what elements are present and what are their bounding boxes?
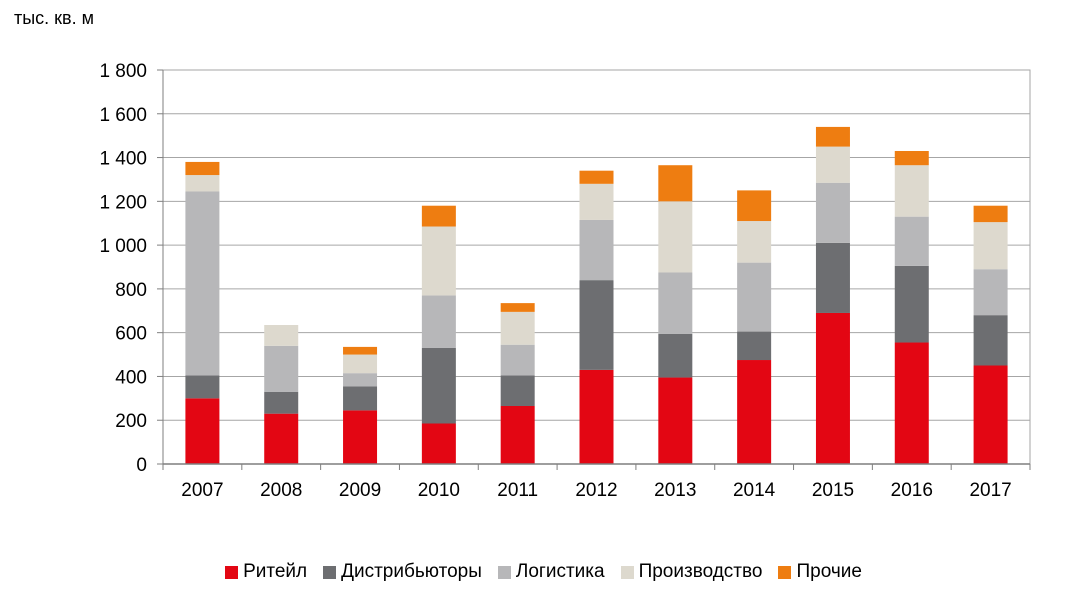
bar-segment-2010-1 [421,347,456,424]
bar-segment-2010-3 [421,226,456,296]
bar-segment-2016-1 [894,265,929,343]
legend-label: Прочие [796,561,862,582]
x-tick-label-2007: 2007 [181,480,223,501]
bar-segment-2013-3 [658,201,693,273]
bar-segment-2013-0 [658,377,693,464]
y-tick-label: 1 800 [99,61,147,82]
bar-segment-2007-1 [185,375,220,399]
x-tick-labels: 2007 2008 2009 2010 2011 2012 2013 2014 2015 2016… [181,480,1011,501]
bar-segment-2017-2 [973,269,1008,316]
x-tick-label-2009: 2009 [339,480,381,501]
bar-segment-2016-2 [894,216,929,266]
legend-label: Логистика [515,561,605,582]
bar-segment-2010-2 [421,295,456,348]
bar-segment-2014-2 [737,262,772,332]
bar-segment-2014-3 [737,221,772,263]
bar-segment-2014-4 [737,190,772,222]
bar-segment-2010-0 [421,423,456,464]
y-tick-label: 0 [136,455,147,476]
bar-segment-2009-2 [343,373,378,387]
bar-segment-2015-1 [815,242,850,313]
legend: Ритейл Дистрибьюторы Логистика Производство… [0,559,1087,585]
legend-swatch [620,565,634,579]
legend-item-4: Прочие [778,561,862,583]
legend-swatch [497,565,511,579]
y-tick-label: 1 600 [99,105,147,126]
x-tick-label-2015: 2015 [812,480,854,501]
y-tick-label: 1 200 [99,192,147,213]
bar-segment-2007-0 [185,398,220,464]
bar-segment-2007-2 [185,191,220,376]
bar-segment-2012-2 [579,219,614,281]
y-tick-label: 400 [115,367,147,388]
bar-segment-2016-0 [894,342,929,464]
bar-segment-2012-1 [579,280,614,370]
x-tick-label-2013: 2013 [654,480,696,501]
bar-segment-2016-3 [894,165,929,217]
bar-segment-2015-2 [815,182,850,243]
bar-segment-2012-4 [579,170,614,184]
legend-swatch [778,565,792,579]
legend-item-2: Логистика [497,561,605,583]
y-tick-label: 800 [115,280,147,301]
x-tick-label-2011: 2011 [497,480,538,501]
bar-segment-2008-0 [264,413,299,464]
bar-segment-2011-2 [500,344,535,376]
axes [157,69,1031,470]
bar-segment-2016-4 [894,150,929,166]
bar-segment-2015-4 [815,126,850,147]
bar-segment-2011-4 [500,303,535,312]
bar-segment-2011-3 [500,311,535,345]
bar-segment-2017-4 [973,205,1008,223]
bar-segment-2008-1 [264,391,299,414]
bar-segment-2013-2 [658,272,693,334]
bar-segment-2017-0 [973,365,1008,464]
bar-segment-2013-1 [658,333,693,378]
x-tick-label-2012: 2012 [575,480,617,501]
bar-segment-2015-3 [815,146,850,183]
bar-segment-2012-3 [579,183,614,220]
x-tick-label-2010: 2010 [418,480,460,501]
legend-item-1: Дистрибьюторы [323,561,482,583]
legend-label: Производство [638,561,763,582]
legend-label: Ритейл [243,561,308,582]
bars [185,126,1008,464]
y-tick-label: 1 400 [99,149,147,170]
bar-segment-2014-0 [737,360,772,464]
bar-segment-2007-4 [185,161,220,176]
y-unit-label: тыс. кв. м [14,8,94,28]
bar-segment-2017-1 [973,315,1008,366]
bar-segment-2011-0 [500,405,535,464]
x-tick-label-2016: 2016 [891,480,933,501]
bar-segment-2012-0 [579,369,614,464]
bar-segment-2009-1 [343,386,378,411]
legend-swatch [225,565,239,579]
bar-segment-2014-1 [737,331,772,361]
y-tick-label: 200 [115,411,147,432]
bar-segment-2007-3 [185,175,220,192]
bar-segment-2015-0 [815,312,850,464]
bar-segment-2008-2 [264,345,299,392]
bar-segment-2009-3 [343,354,378,374]
y-tick-label: 1 000 [99,236,147,257]
bar-segment-2010-4 [421,205,456,227]
x-tick-label-2014: 2014 [733,480,776,501]
y-tick-labels: 0 200 400 600 800 1 000 1 200 1 400 1 600 1 800 [99,61,147,476]
legend-item-0: Ритейл [225,561,307,583]
legend-label: Дистрибьюторы [341,561,482,582]
legend-swatch [323,565,337,579]
y-tick-label: 600 [115,324,147,345]
bar-segment-2008-3 [264,325,299,346]
bar-segment-2011-1 [500,375,535,406]
legend-item-3: Производство [620,561,763,583]
bar-segment-2009-4 [343,346,378,355]
bar-segment-2013-4 [658,165,693,202]
bar-segment-2017-3 [973,222,1008,270]
x-tick-label-2008: 2008 [260,480,302,501]
bar-segment-2009-0 [343,410,378,464]
x-tick-label-2017: 2017 [969,480,1011,501]
